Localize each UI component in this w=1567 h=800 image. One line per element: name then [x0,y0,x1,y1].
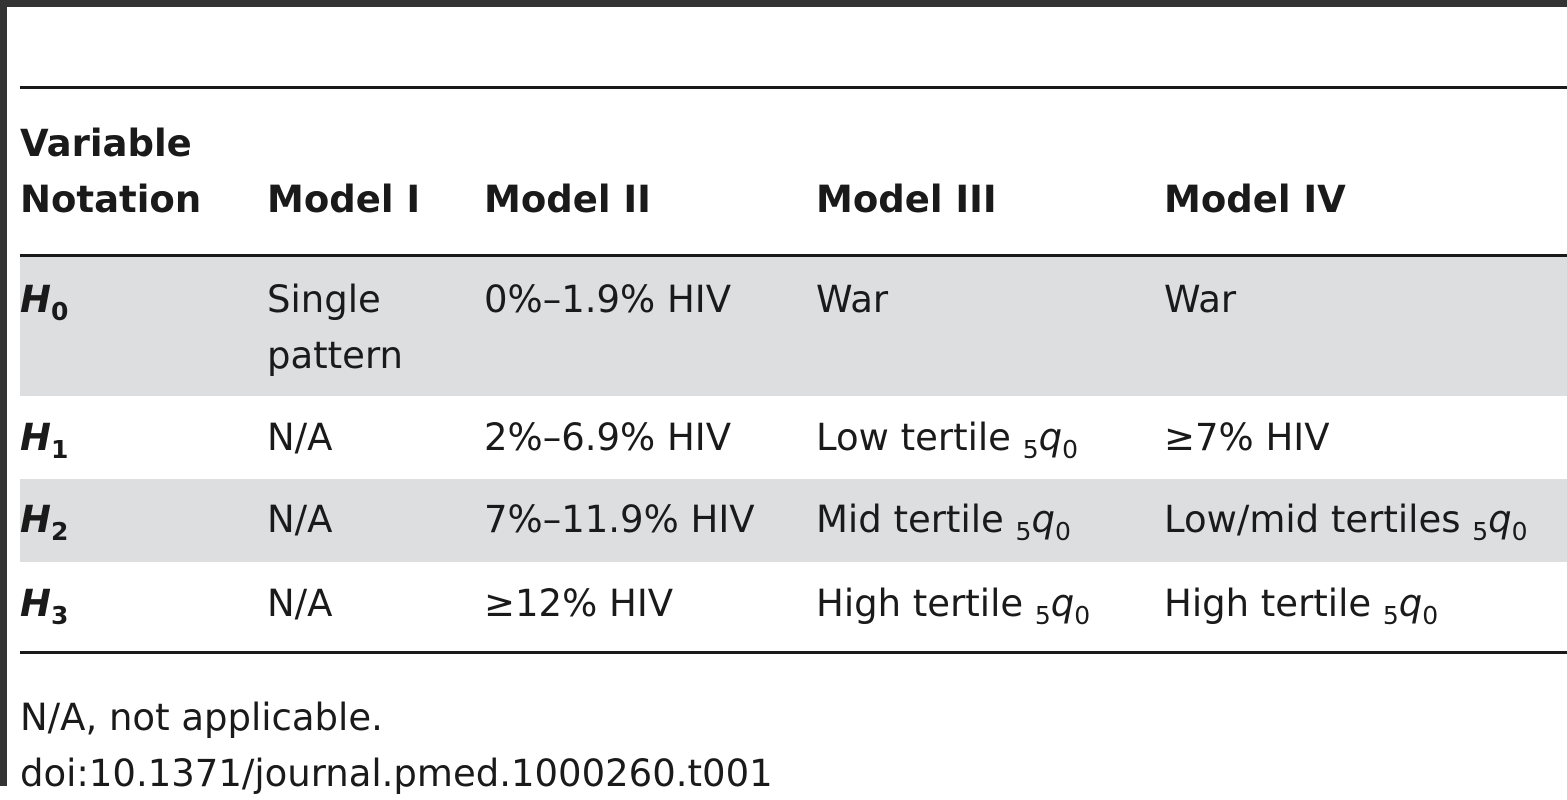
q-suffix: 0 [1062,435,1079,464]
row-h3-model-3: High tertile 5q0 [816,576,1090,636]
cell-text: Low tertile [816,416,1023,459]
row-h2-model-3: Mid tertile 5q0 [816,492,1071,552]
header-model-4: Model IV [1164,178,1346,221]
row-shading-h2 [20,479,1567,562]
row-h3-model-4: High tertile 5q0 [1164,576,1438,636]
table-header-rule [20,254,1567,257]
variable-letter: H [20,582,51,625]
row-h1-model-2: 2%–6.9% HIV [484,416,732,459]
variable-subscript: 2 [50,517,69,546]
cell-text: High tertile [1164,582,1383,625]
row-h0-model-2: 0%–1.9% HIV [484,278,732,321]
row-h0-variable: H0 [20,272,68,332]
q-prefix: 5 [1382,601,1399,630]
row-h0-model-1-line2: pattern [267,334,403,377]
variable-subscript: 3 [50,601,69,630]
header-model-3: Model III [816,178,997,221]
variable-letter: H [20,498,51,541]
variable-letter: H [20,278,51,321]
q-symbol: q [1398,582,1423,625]
table-bottom-rule [20,651,1567,654]
q-prefix: 5 [1034,601,1051,630]
row-shading-h0 [20,257,1567,396]
cell-text: Mid tertile [816,498,1016,541]
row-h1-model-4: ≥7% HIV [1164,416,1330,459]
row-h3-variable: H3 [20,576,68,636]
q-prefix: 5 [1015,517,1032,546]
left-border [0,0,7,786]
q-suffix: 0 [1054,517,1071,546]
row-h1-variable: H1 [20,410,68,470]
q-symbol: q [1050,582,1075,625]
header-variable-line1: Variable [20,122,192,165]
row-h3-model-1: N/A [267,582,333,625]
q-prefix: 5 [1022,435,1039,464]
q-symbol: q [1038,416,1063,459]
row-h2-model-1: N/A [267,498,333,541]
row-h3-model-2: ≥12% HIV [484,582,674,625]
variable-letter: H [20,416,51,459]
row-h2-model-4: Low/mid tertiles 5q0 [1164,492,1528,552]
q-suffix: 0 [1422,601,1439,630]
table-top-rule [20,86,1567,89]
q-suffix: 0 [1074,601,1091,630]
variable-subscript: 1 [50,435,69,464]
row-h2-model-2: 7%–11.9% HIV [484,498,755,541]
header-model-2: Model II [484,178,651,221]
row-h0-model-3: War [816,278,889,321]
q-symbol: q [1031,498,1055,541]
header-model-1: Model I [267,178,421,221]
doi-link[interactable]: doi:10.1371/journal.pmed.1000260.t001 [20,752,773,795]
footnote: N/A, not applicable. [20,696,383,739]
row-h0-model-4: War [1164,278,1237,321]
q-suffix: 0 [1511,517,1528,546]
q-symbol: q [1488,498,1512,541]
row-h1-model-1: N/A [267,416,333,459]
row-h0-model-1-line1: Single [267,278,381,321]
header-variable-line2: Notation [20,178,202,221]
cell-text: High tertile [816,582,1035,625]
cell-text: Low/mid tertiles [1164,498,1473,541]
row-h2-variable: H2 [20,492,68,552]
q-prefix: 5 [1472,517,1489,546]
row-h1-model-3: Low tertile 5q0 [816,410,1078,470]
top-border [0,0,1567,7]
variable-subscript: 0 [50,297,69,326]
